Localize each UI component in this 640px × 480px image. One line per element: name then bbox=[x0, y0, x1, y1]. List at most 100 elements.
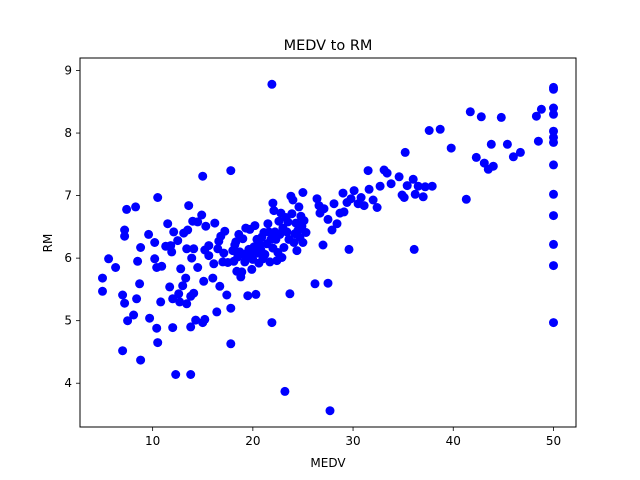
data-point bbox=[536, 104, 546, 114]
data-point bbox=[339, 207, 349, 217]
data-point bbox=[197, 210, 207, 220]
data-point bbox=[268, 198, 278, 208]
data-point bbox=[260, 249, 270, 259]
data-point bbox=[549, 189, 558, 199]
data-point bbox=[301, 228, 311, 237]
data-point bbox=[120, 225, 130, 235]
data-point bbox=[486, 139, 496, 149]
data-point bbox=[98, 286, 107, 296]
data-point bbox=[118, 290, 128, 300]
data-point bbox=[368, 195, 378, 205]
data-point bbox=[418, 192, 428, 202]
data-point bbox=[549, 84, 558, 94]
data-point bbox=[400, 147, 410, 157]
data-point bbox=[150, 238, 160, 247]
data-point bbox=[129, 310, 139, 320]
data-point bbox=[287, 209, 297, 219]
data-point bbox=[193, 217, 203, 227]
data-point bbox=[323, 278, 333, 288]
data-point bbox=[413, 181, 423, 191]
data-points bbox=[98, 79, 558, 416]
data-point bbox=[191, 315, 201, 325]
data-point bbox=[111, 263, 121, 272]
y-tick-label: 8 bbox=[64, 126, 72, 140]
data-point bbox=[250, 221, 260, 231]
data-point bbox=[409, 244, 419, 254]
data-point bbox=[280, 386, 290, 396]
data-point bbox=[356, 193, 366, 202]
data-point bbox=[549, 239, 558, 249]
data-point bbox=[549, 126, 558, 136]
data-point bbox=[189, 288, 199, 298]
data-point bbox=[204, 241, 214, 251]
data-point bbox=[323, 214, 333, 224]
data-point bbox=[132, 294, 142, 304]
data-point bbox=[123, 316, 133, 326]
y-tick-label: 6 bbox=[64, 251, 72, 265]
data-point bbox=[531, 111, 541, 121]
data-point bbox=[193, 263, 203, 272]
y-tick-label: 7 bbox=[64, 189, 72, 203]
data-point bbox=[243, 291, 253, 301]
data-point bbox=[435, 124, 445, 134]
y-tick-label: 5 bbox=[64, 314, 72, 328]
data-point bbox=[222, 290, 232, 300]
data-point bbox=[251, 289, 261, 299]
data-point bbox=[332, 219, 342, 229]
data-point bbox=[145, 313, 155, 323]
data-point bbox=[549, 160, 558, 170]
data-point bbox=[165, 282, 175, 292]
data-point bbox=[182, 299, 192, 309]
data-point bbox=[189, 244, 199, 254]
data-point bbox=[298, 188, 308, 197]
data-point bbox=[169, 227, 179, 237]
data-point bbox=[508, 152, 518, 162]
data-point bbox=[226, 339, 236, 349]
data-point bbox=[288, 195, 298, 205]
plot-frame bbox=[79, 57, 577, 428]
data-point bbox=[178, 281, 188, 291]
data-point bbox=[122, 204, 132, 214]
data-point bbox=[299, 216, 309, 226]
data-point bbox=[496, 112, 506, 122]
data-point bbox=[265, 257, 275, 267]
data-point bbox=[133, 256, 143, 266]
x-tick-label: 20 bbox=[245, 434, 260, 448]
data-point bbox=[549, 137, 558, 147]
y-tick-label: 9 bbox=[64, 64, 72, 78]
data-point bbox=[476, 112, 486, 122]
data-point bbox=[208, 273, 218, 283]
data-point bbox=[282, 227, 292, 237]
data-point bbox=[279, 243, 289, 252]
data-point bbox=[294, 202, 304, 212]
data-point bbox=[168, 323, 178, 333]
x-tick-label: 40 bbox=[446, 434, 461, 448]
data-point bbox=[465, 107, 475, 117]
y-tick-label: 4 bbox=[64, 376, 72, 390]
data-point bbox=[549, 261, 558, 271]
data-point bbox=[220, 226, 230, 236]
data-point bbox=[163, 219, 173, 229]
data-point bbox=[247, 264, 257, 274]
data-point bbox=[168, 294, 178, 304]
data-point bbox=[420, 182, 430, 192]
data-point bbox=[359, 201, 369, 211]
data-point bbox=[136, 355, 146, 365]
data-point bbox=[363, 166, 373, 176]
data-point bbox=[215, 281, 225, 291]
data-point bbox=[176, 264, 186, 274]
data-point bbox=[182, 244, 192, 254]
data-point bbox=[98, 273, 107, 283]
data-point bbox=[238, 234, 248, 244]
data-point bbox=[118, 346, 128, 356]
data-point bbox=[318, 240, 328, 250]
data-point bbox=[289, 238, 299, 247]
data-point bbox=[156, 297, 166, 307]
data-point bbox=[200, 314, 210, 324]
x-tick-label: 30 bbox=[345, 434, 360, 448]
data-point bbox=[263, 219, 273, 229]
data-point bbox=[372, 203, 382, 212]
data-point bbox=[184, 201, 194, 211]
